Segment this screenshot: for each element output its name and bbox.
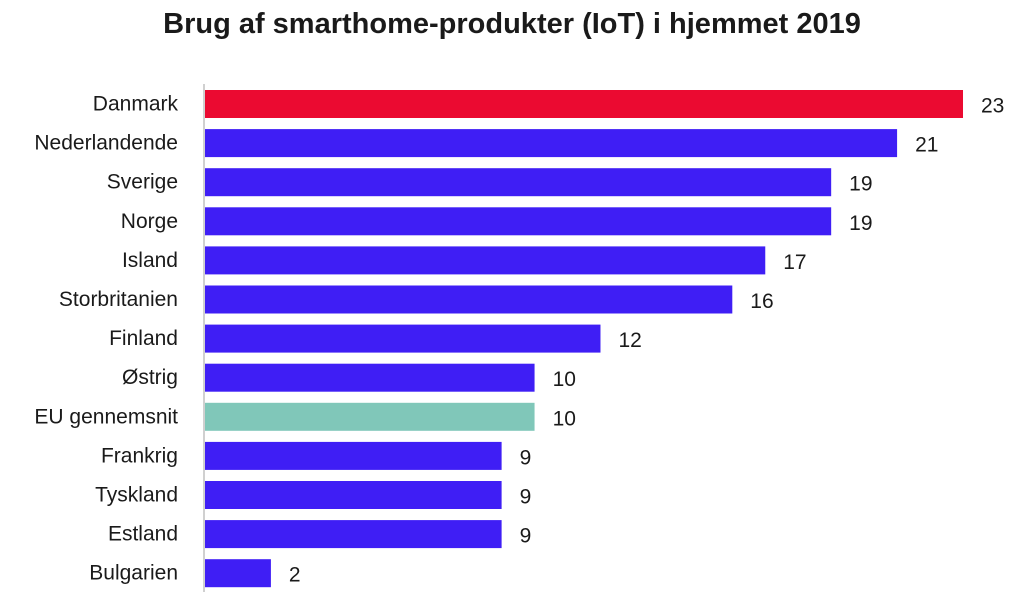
value-label-nederlandende: 21 (915, 134, 938, 157)
bar-bulgarien (205, 559, 271, 588)
bar-danmark (205, 90, 963, 118)
value-label-eu-gennemsnit: 10 (553, 407, 576, 430)
category-label-storbritanien: Storbritanien (59, 288, 178, 311)
category-label-norge: Norge (121, 210, 178, 233)
bar-island (205, 246, 766, 275)
category-label-nederlandende: Nederlandende (34, 132, 178, 155)
bar-norge (205, 207, 832, 236)
bar-sverige (205, 168, 832, 197)
bar-frankrig (205, 441, 502, 470)
bar-estland (205, 520, 502, 549)
value-label-bulgarien: 2 (289, 564, 301, 587)
bar-storbritanien (205, 285, 733, 314)
value-label-finland: 12 (618, 329, 641, 352)
bar-finland (205, 324, 601, 353)
category-label-bulgarien: Bulgarien (89, 562, 178, 585)
bars-layer (205, 90, 963, 588)
labels-layer: Danmark 23 Nederlandende 21 Sverige 19 Norge 19… (34, 93, 1004, 587)
value-label-island: 17 (783, 251, 806, 274)
bar-oestrig (205, 363, 535, 392)
value-label-estland: 9 (520, 525, 532, 548)
value-label-danmark: 23 (981, 95, 1004, 118)
value-label-sverige: 19 (849, 173, 872, 196)
category-label-sverige: Sverige (107, 171, 178, 194)
value-label-frankrig: 9 (520, 446, 532, 469)
bar-tyskland (205, 481, 502, 509)
bar-nederlandende (205, 129, 898, 158)
chart-title: Brug af smarthome-produkter (IoT) i hjem… (163, 8, 861, 40)
category-label-finland: Finland (109, 327, 178, 350)
bar-eu-gennemsnit (205, 402, 535, 431)
value-label-oestrig: 10 (553, 368, 576, 391)
category-label-danmark: Danmark (93, 93, 179, 116)
value-label-storbritanien: 16 (750, 290, 773, 313)
category-label-frankrig: Frankrig (101, 444, 178, 467)
category-label-tyskland: Tyskland (95, 484, 178, 507)
category-label-oestrig: Østrig (122, 366, 178, 389)
category-label-estland: Estland (108, 523, 178, 546)
value-label-norge: 19 (849, 212, 872, 235)
value-label-tyskland: 9 (520, 486, 532, 509)
category-label-island: Island (122, 249, 178, 272)
category-label-eu-gennemsnit: EU gennemsnit (34, 405, 178, 428)
